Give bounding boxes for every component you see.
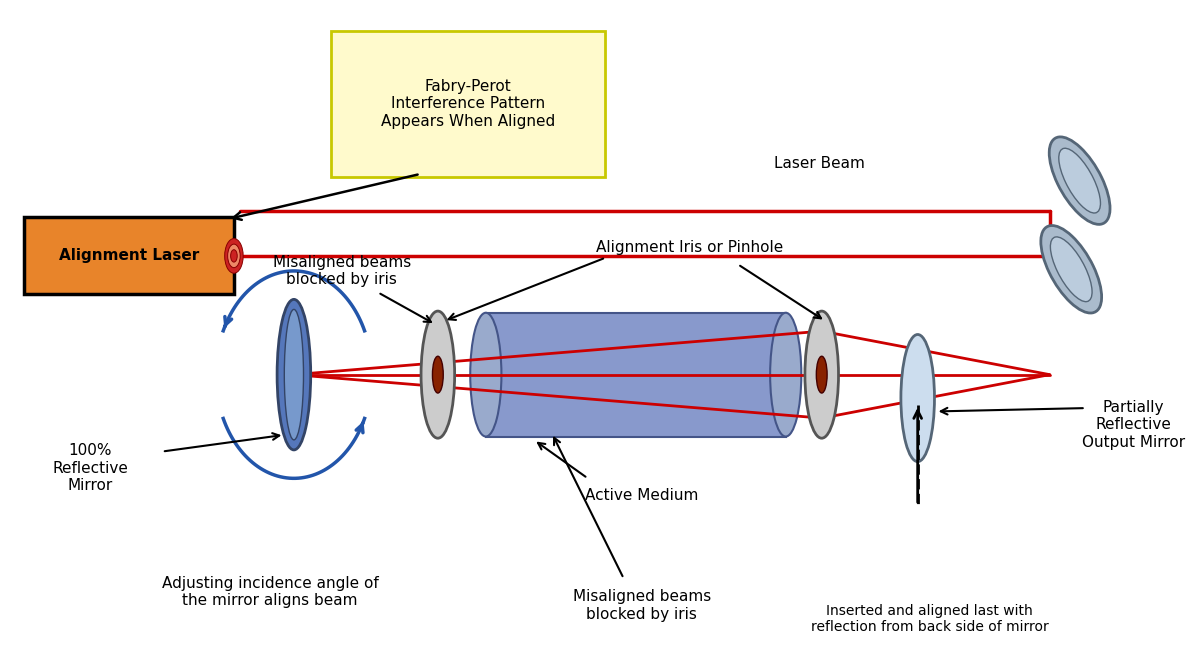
- Text: Misaligned beams
blocked by iris: Misaligned beams blocked by iris: [272, 255, 412, 287]
- Text: Adjusting incidence angle of
the mirror aligns beam: Adjusting incidence angle of the mirror …: [162, 576, 378, 608]
- Ellipse shape: [816, 357, 827, 393]
- Ellipse shape: [1049, 137, 1110, 224]
- Text: Alignment Iris or Pinhole: Alignment Iris or Pinhole: [596, 240, 784, 255]
- Ellipse shape: [228, 244, 240, 268]
- Ellipse shape: [284, 309, 304, 440]
- Ellipse shape: [1040, 225, 1102, 313]
- Ellipse shape: [277, 300, 311, 450]
- Text: Misaligned beams
blocked by iris: Misaligned beams blocked by iris: [572, 589, 710, 622]
- Ellipse shape: [432, 357, 443, 393]
- FancyBboxPatch shape: [331, 31, 605, 177]
- Ellipse shape: [770, 313, 802, 437]
- Ellipse shape: [901, 334, 935, 462]
- Text: Laser Beam: Laser Beam: [774, 157, 865, 171]
- Bar: [486, 313, 786, 437]
- Ellipse shape: [1058, 149, 1100, 213]
- Text: Fabry-Perot
Interference Pattern
Appears When Aligned: Fabry-Perot Interference Pattern Appears…: [380, 79, 554, 128]
- Text: Alignment Laser: Alignment Laser: [59, 248, 199, 264]
- Ellipse shape: [805, 311, 839, 438]
- Ellipse shape: [470, 313, 502, 437]
- Bar: [24, 217, 234, 294]
- Ellipse shape: [230, 250, 238, 262]
- Ellipse shape: [1050, 237, 1092, 302]
- Ellipse shape: [421, 311, 455, 438]
- Text: Active Medium: Active Medium: [586, 488, 698, 502]
- Ellipse shape: [224, 239, 244, 273]
- Text: Inserted and aligned last with
reflection from back side of mirror: Inserted and aligned last with reflectio…: [811, 603, 1049, 634]
- Text: Partially
Reflective
Output Mirror: Partially Reflective Output Mirror: [1082, 400, 1186, 450]
- Text: 100%
Reflective
Mirror: 100% Reflective Mirror: [52, 444, 128, 493]
